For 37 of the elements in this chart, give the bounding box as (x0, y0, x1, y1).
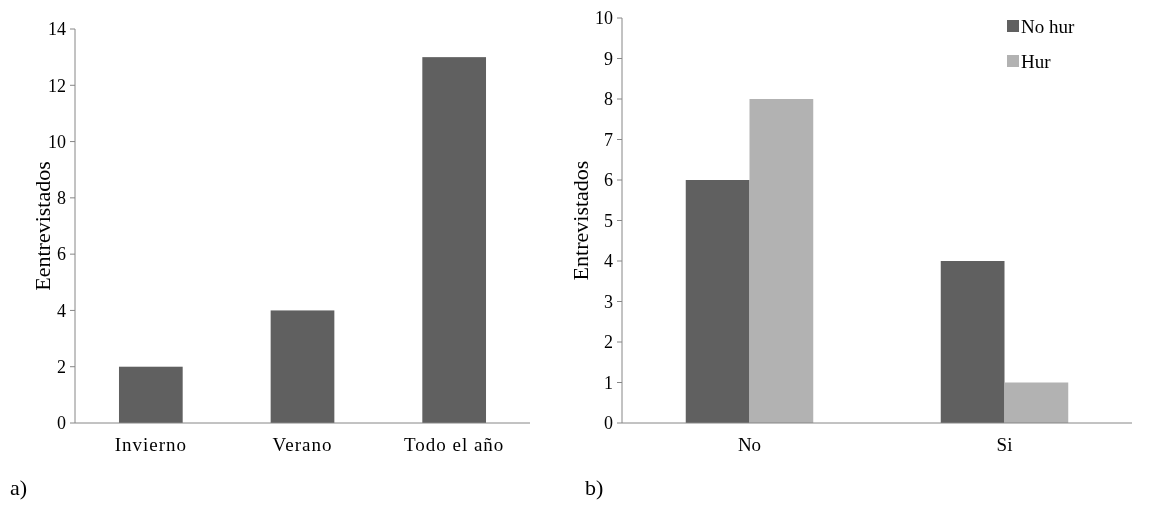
y-tick-label: 5 (604, 210, 613, 231)
y-tick-label: 2 (604, 332, 613, 353)
x-tick-label: Todo el año (403, 434, 505, 455)
y-tick-label: 8 (604, 89, 613, 110)
y-tick-label: 8 (57, 188, 66, 209)
y-tick-label: 12 (48, 75, 66, 96)
bar (1004, 382, 1069, 423)
y-tick-label: 4 (604, 251, 613, 272)
text: a) (10, 475, 28, 500)
y-tick-label: 0 (604, 413, 613, 434)
legend-label: No hur (1021, 15, 1075, 37)
y-axis-title: Entrevistados (568, 160, 593, 281)
x-tick-label: Verano (272, 434, 333, 455)
y-tick-label: 3 (604, 291, 613, 312)
text: b) (585, 475, 604, 500)
x-tick-label: Si (996, 434, 1013, 455)
x-tick-label: Invierno (114, 434, 188, 455)
bar (940, 261, 1005, 423)
y-tick-label: 6 (57, 244, 66, 265)
bar (118, 366, 183, 423)
y-tick-label: 0 (57, 413, 66, 434)
y-tick-label: 10 (48, 131, 66, 152)
y-tick-label: 7 (604, 129, 613, 150)
bar (270, 310, 335, 423)
y-tick-label: 14 (48, 19, 66, 40)
y-axis-title: Eentrevistados (30, 161, 55, 291)
bar (422, 57, 487, 423)
bar (685, 180, 750, 423)
y-tick-label: 4 (57, 300, 66, 321)
x-tick-label: No (737, 434, 762, 455)
y-tick-label: 6 (604, 170, 613, 191)
bar (749, 99, 814, 423)
legend-label: Hur (1021, 50, 1052, 72)
y-tick-label: 1 (604, 372, 613, 393)
y-tick-label: 2 (57, 357, 66, 378)
y-tick-label: 9 (604, 48, 613, 69)
y-tick-label: 10 (595, 8, 613, 29)
